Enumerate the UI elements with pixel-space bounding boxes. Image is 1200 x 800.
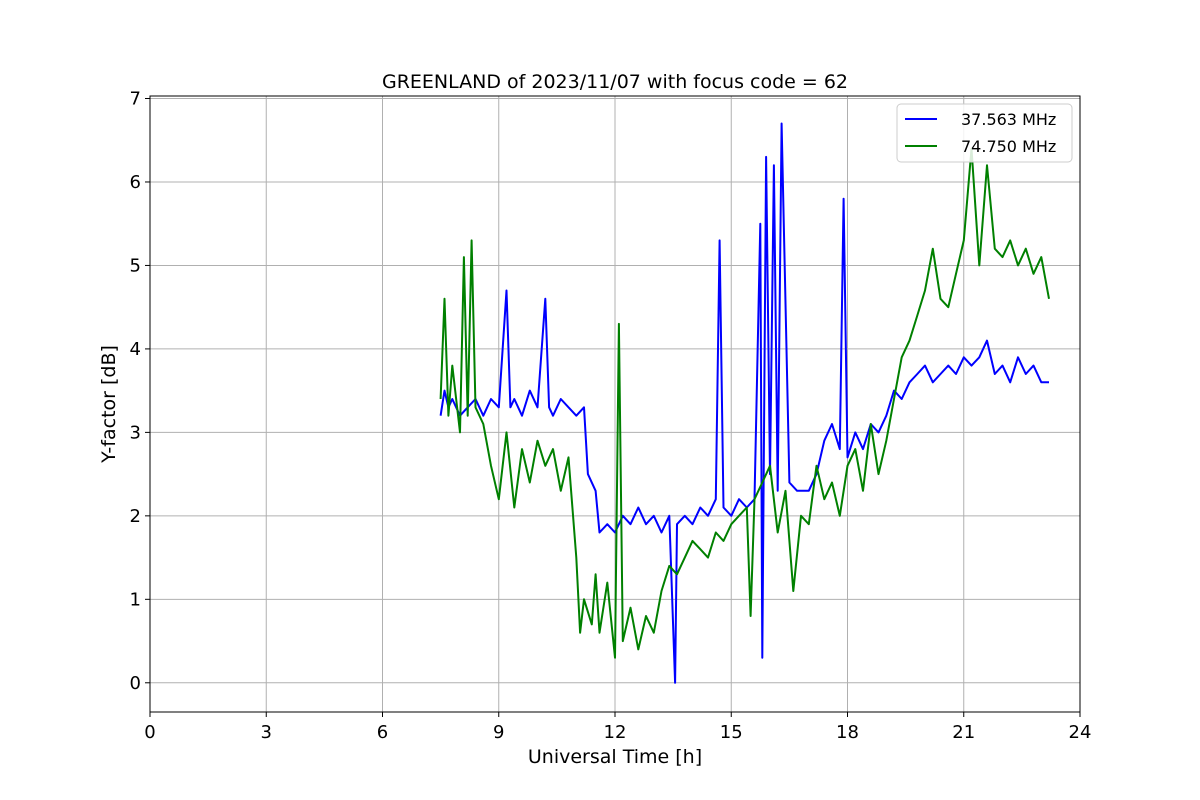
x-tick-label: 9 bbox=[493, 722, 504, 743]
x-axis-label: Universal Time [h] bbox=[528, 746, 702, 768]
series-line-1 bbox=[439, 122, 1049, 684]
x-tick-label: 6 bbox=[377, 722, 388, 743]
y-tick-label: 2 bbox=[130, 506, 141, 527]
y-tick-label: 0 bbox=[130, 673, 141, 694]
grid-layer bbox=[149, 96, 1081, 712]
legend-label-2: 74.750 MHz bbox=[961, 137, 1056, 156]
y-tick-label: 4 bbox=[130, 339, 141, 360]
legend-box bbox=[896, 103, 1073, 163]
x-tick-label: 12 bbox=[604, 722, 627, 743]
y-tick-label: 6 bbox=[130, 172, 141, 193]
y-tick-label: 5 bbox=[130, 255, 141, 276]
x-tick-label: 0 bbox=[144, 722, 155, 743]
legend: 37.563 MHz 74.750 MHz bbox=[896, 103, 1073, 163]
series-line-2 bbox=[439, 147, 1050, 659]
legend-label-1: 37.563 MHz bbox=[961, 110, 1056, 129]
y-tick-label: 7 bbox=[130, 89, 141, 110]
series-layer bbox=[439, 122, 1050, 684]
x-tick-label: 24 bbox=[1069, 722, 1092, 743]
x-tick-label: 3 bbox=[261, 722, 272, 743]
x-tick-label: 15 bbox=[720, 722, 743, 743]
y-tick-label: 3 bbox=[130, 422, 141, 443]
chart-title: GREENLAND of 2023/11/07 with focus code … bbox=[382, 71, 848, 93]
y-tick-label: 1 bbox=[130, 589, 141, 610]
x-tick-label: 18 bbox=[836, 722, 859, 743]
x-tick-label: 21 bbox=[952, 722, 975, 743]
y-axis-label: Y-factor [dB] bbox=[98, 345, 120, 464]
